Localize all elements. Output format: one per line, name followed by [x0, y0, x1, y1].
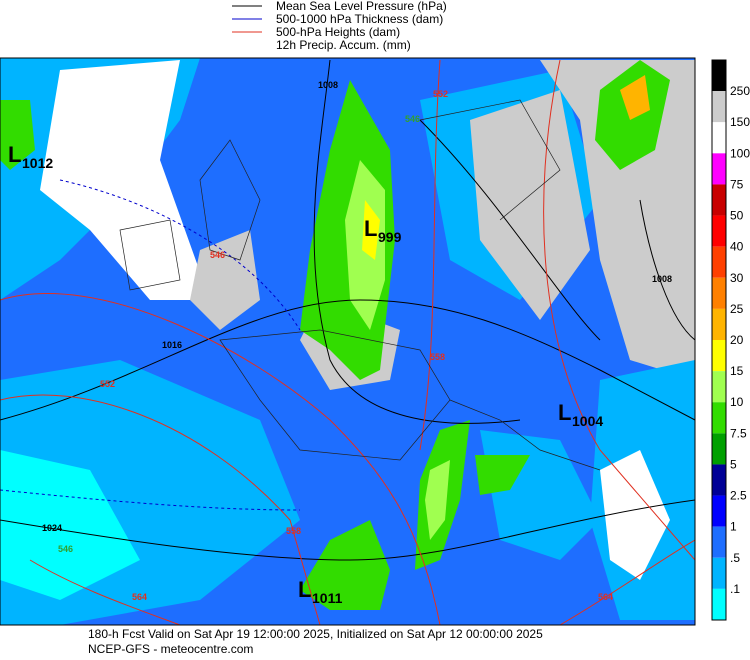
colorbar-frame: [711, 59, 727, 621]
colorbar-label: 75: [730, 177, 744, 191]
low-symbol: L: [364, 216, 377, 241]
colorbar-label: 40: [730, 240, 744, 254]
colorbar-segment: [712, 91, 726, 123]
footer-source: NCEP-GFS - meteocentre.com: [88, 642, 253, 655]
colorbar-segment: [712, 122, 726, 154]
contour-label: 558: [286, 526, 301, 536]
colorbar-label: 7.5: [730, 426, 747, 440]
colorbar-segment: [712, 495, 726, 527]
colorbar-segment: [712, 340, 726, 372]
colorbar-segment: [712, 153, 726, 185]
colorbar-label: 2.5: [730, 489, 747, 503]
low-pressure: 1011: [312, 590, 343, 606]
low-symbol: L: [558, 400, 571, 425]
contour-label: 564: [598, 592, 613, 602]
low-symbol: L: [298, 577, 311, 602]
colorbar-label: 250: [730, 84, 750, 98]
colorbar-label: 10: [730, 395, 744, 409]
low-symbol: L: [8, 142, 21, 167]
contour-label: 552: [100, 379, 115, 389]
low-pressure: 1012: [22, 155, 53, 171]
map-frame: [0, 57, 696, 626]
colorbar-segment: [712, 215, 726, 247]
colorbar-label: 25: [730, 302, 744, 316]
colorbar-segment: [712, 402, 726, 434]
contour-label: 564: [132, 592, 147, 602]
colorbar-label: 5: [730, 457, 737, 471]
contour-label: 1016: [162, 340, 182, 350]
colorbar-label: 100: [730, 146, 750, 160]
map: [0, 58, 695, 625]
colorbar-segment: [712, 557, 726, 589]
colorbar-segment: [712, 277, 726, 309]
footer-line: 180-h Fcst Valid on Sat Apr 19 12:00:00 …: [88, 627, 543, 641]
colorbar-segment: [712, 433, 726, 465]
colorbar-label: 15: [730, 364, 744, 378]
colorbar-label: 50: [730, 209, 744, 223]
contour-label: 1008: [318, 80, 338, 90]
colorbar-label: 20: [730, 333, 744, 347]
colorbar-segment: [712, 60, 726, 92]
contour-label: 558: [430, 352, 445, 362]
contour-label: 546: [405, 114, 420, 124]
colorbar-segment: [712, 246, 726, 278]
colorbar-label: 150: [730, 115, 750, 129]
colorbar-segment: [712, 184, 726, 216]
colorbar-label: .5: [730, 551, 740, 565]
legend-label: 12h Precip. Accum. (mm): [276, 38, 411, 52]
colorbar-segment: [712, 371, 726, 403]
legend-label: 500-hPa Heights (dam): [276, 25, 400, 39]
colorbar-segment: [712, 464, 726, 496]
colorbar-segment: [712, 308, 726, 340]
contour-label: 1008: [652, 274, 672, 284]
contour-label: 552: [433, 89, 448, 99]
legend-label: 500-1000 hPa Thickness (dam): [276, 12, 443, 26]
colorbar-segment: [712, 588, 726, 620]
contour-label: 546: [210, 250, 225, 260]
colorbar-segment: [712, 526, 726, 558]
colorbar-label: 1: [730, 520, 737, 534]
low-pressure: 1004: [572, 413, 603, 429]
contour-label: 1024: [42, 523, 62, 533]
colorbar-label: 30: [730, 271, 744, 285]
low-pressure: 999: [378, 229, 402, 245]
legend: Mean Sea Level Pressure (hPa)500-1000 hP…: [232, 0, 447, 52]
contour-label: 546: [58, 544, 73, 554]
colorbar: 250 150 100 75 50 40 30 25 20 15 10 7.5 5 2.5 1 .5 .1: [711, 59, 750, 621]
legend-label: Mean Sea Level Pressure (hPa): [276, 0, 447, 13]
colorbar-label: .1: [730, 582, 740, 596]
